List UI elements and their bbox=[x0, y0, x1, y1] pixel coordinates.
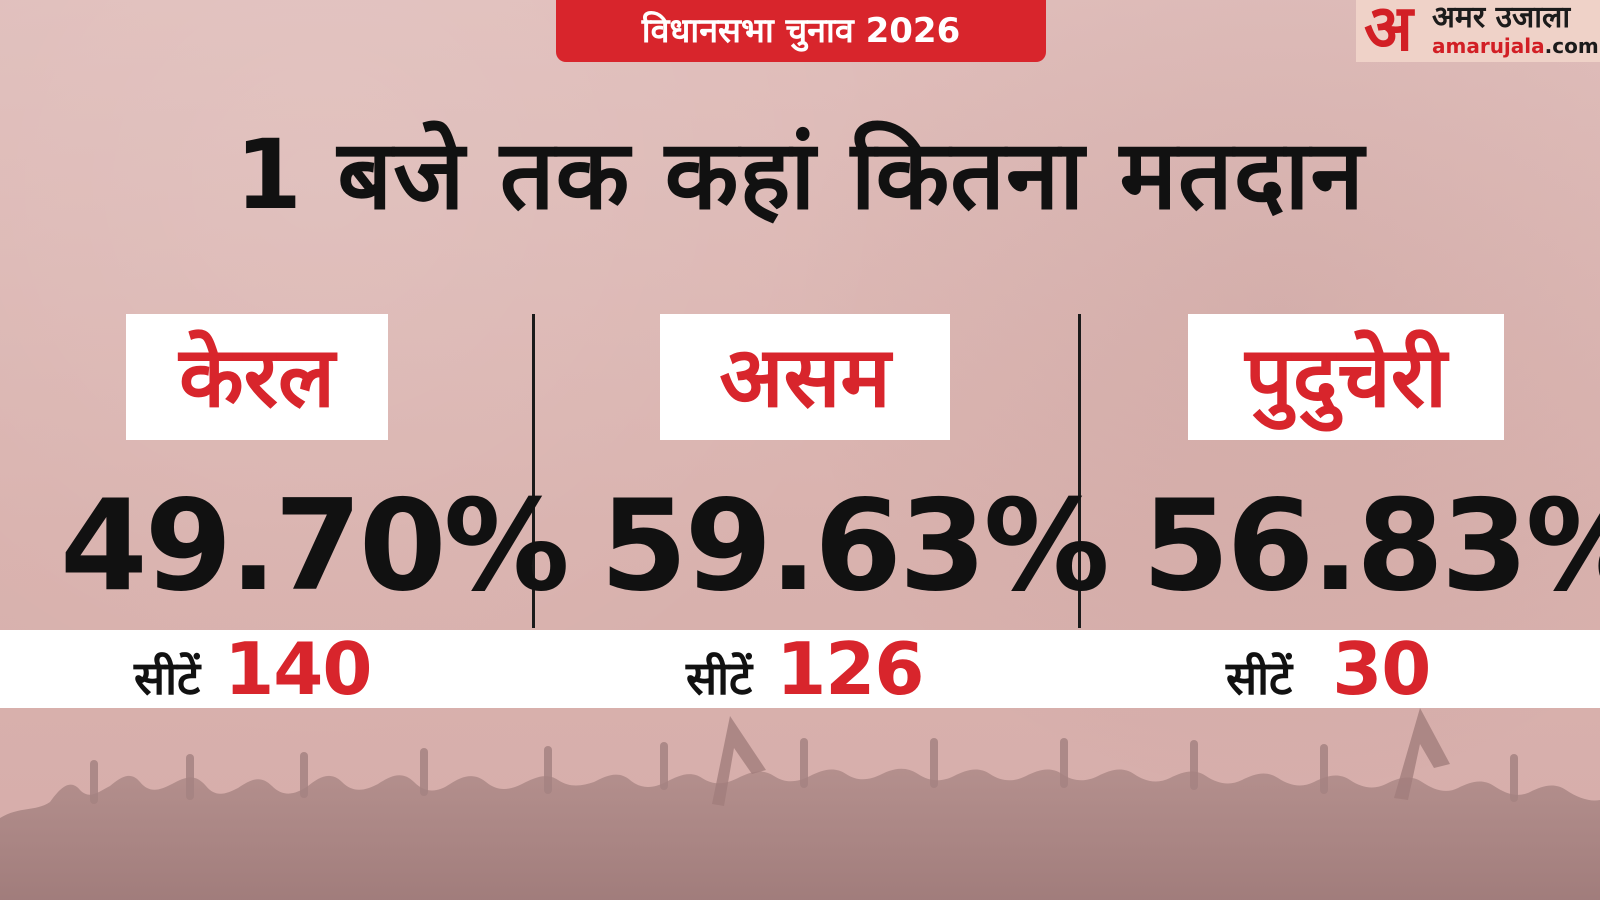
logo-domain: amarujala.com bbox=[1432, 34, 1599, 58]
seats-puducherry: सीटें 30 bbox=[1226, 627, 1431, 711]
turnout-assam: 59.63% bbox=[600, 472, 1110, 619]
seats-band bbox=[0, 630, 1600, 708]
turnout-puducherry: 56.83% bbox=[1142, 472, 1600, 619]
logo-domain-tld: .com bbox=[1544, 34, 1599, 58]
seats-assam: सीटें 126 bbox=[686, 627, 925, 711]
column-divider bbox=[1078, 314, 1081, 628]
seats-value: 126 bbox=[776, 627, 924, 711]
crowd-silhouette-image bbox=[0, 708, 1600, 900]
brand-logo: अ अमर उजाला amarujala.com bbox=[1356, 0, 1600, 62]
column-divider bbox=[532, 314, 535, 628]
seats-value: 140 bbox=[224, 627, 372, 711]
logo-domain-main: amarujala bbox=[1432, 34, 1545, 58]
seats-label: सीटें bbox=[134, 651, 201, 705]
election-tag: विधानसभा चुनाव 2026 bbox=[556, 0, 1046, 62]
state-name-assam: असम bbox=[660, 314, 950, 440]
state-name-puducherry: पुदुचेरी bbox=[1188, 314, 1504, 440]
headline: 1 बजे तक कहां कितना मतदान bbox=[235, 119, 1365, 231]
seats-label: सीटें bbox=[1226, 651, 1293, 705]
seats-kerala: सीटें 140 bbox=[134, 627, 373, 711]
logo-name: अमर उजाला bbox=[1432, 0, 1571, 35]
logo-glyph: अ bbox=[1364, 0, 1413, 66]
seats-label: सीटें bbox=[686, 651, 753, 705]
seats-value: 30 bbox=[1332, 627, 1431, 711]
state-name-kerala: केरल bbox=[126, 314, 388, 440]
turnout-kerala: 49.70% bbox=[60, 472, 570, 619]
